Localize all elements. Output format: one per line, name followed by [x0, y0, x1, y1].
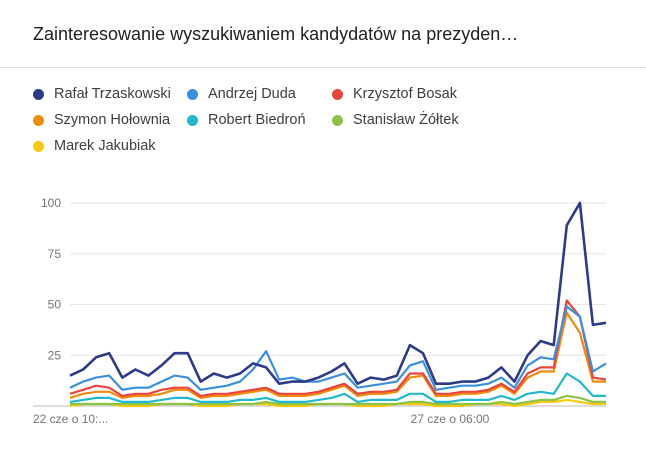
- legend-swatch: [33, 88, 44, 100]
- legend-swatch: [187, 88, 198, 100]
- series-line: [69, 201, 607, 386]
- y-tick-label: 100: [41, 196, 61, 210]
- y-tick-label: 25: [48, 348, 62, 362]
- legend-swatch: [33, 140, 44, 152]
- legend-label: Andrzej Duda: [208, 86, 296, 102]
- legend-label: Robert Biedroń: [208, 112, 306, 128]
- legend-label: Szymon Hołownia: [54, 112, 171, 128]
- y-tick-label: 50: [48, 298, 62, 312]
- legend-item[interactable]: Marek Jakubiak: [33, 138, 156, 154]
- legend-item[interactable]: Robert Biedroń: [187, 112, 306, 128]
- legend-item[interactable]: Andrzej Duda: [187, 86, 296, 102]
- legend-label: Stanisław Żółtek: [353, 112, 459, 128]
- series-line: [69, 372, 606, 403]
- legend-label: Marek Jakubiak: [54, 138, 156, 154]
- legend-item[interactable]: Krzysztof Bosak: [332, 86, 457, 102]
- x-tick-label: 22 cze o 10:...: [33, 412, 108, 426]
- series-line: [69, 305, 607, 391]
- x-tick-label: 27 cze o 06:00: [411, 412, 490, 426]
- chart-title: Zainteresowanie wyszukiwaniem kandydatów…: [33, 24, 519, 44]
- series-line: [69, 299, 607, 397]
- series-line: [70, 394, 606, 406]
- legend-swatch: [332, 88, 343, 100]
- title-divider: [0, 67, 646, 68]
- series-line: [69, 311, 606, 399]
- legend-swatch: [33, 114, 44, 126]
- legend-label: Krzysztof Bosak: [353, 86, 457, 102]
- legend-item[interactable]: Szymon Hołownia: [33, 112, 170, 128]
- legend-item[interactable]: Stanisław Żółtek: [332, 112, 459, 128]
- y-tick-label: 75: [48, 247, 62, 261]
- legend-item[interactable]: Rafał Trzaskowski: [33, 86, 171, 102]
- legend-swatch: [187, 114, 198, 126]
- legend-label: Rafał Trzaskowski: [54, 86, 171, 102]
- legend-swatch: [332, 114, 343, 126]
